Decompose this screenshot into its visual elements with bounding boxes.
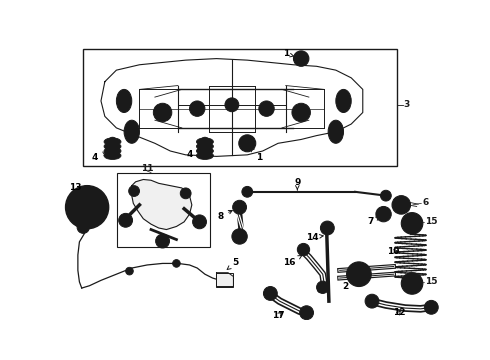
Circle shape — [108, 137, 117, 147]
Circle shape — [88, 195, 93, 200]
Text: 6: 6 — [423, 198, 429, 207]
Circle shape — [119, 213, 132, 227]
Ellipse shape — [104, 138, 121, 145]
Circle shape — [156, 234, 170, 248]
Text: 13: 13 — [69, 184, 85, 197]
Circle shape — [259, 101, 274, 116]
Ellipse shape — [104, 143, 121, 150]
Polygon shape — [132, 180, 192, 230]
Ellipse shape — [124, 120, 140, 143]
Text: 15: 15 — [425, 217, 438, 226]
Circle shape — [77, 221, 89, 233]
Circle shape — [381, 190, 391, 201]
Ellipse shape — [104, 152, 121, 159]
Circle shape — [407, 218, 417, 229]
Circle shape — [365, 294, 379, 308]
Circle shape — [346, 262, 371, 287]
Circle shape — [88, 215, 93, 219]
Bar — [217, 273, 233, 287]
Circle shape — [264, 287, 277, 300]
Circle shape — [153, 103, 172, 122]
Circle shape — [242, 186, 253, 197]
Circle shape — [190, 101, 205, 116]
Circle shape — [401, 273, 423, 294]
Circle shape — [239, 135, 256, 152]
Text: 11: 11 — [141, 164, 153, 173]
Text: 10: 10 — [388, 247, 400, 256]
Circle shape — [66, 186, 109, 229]
Ellipse shape — [104, 147, 121, 155]
Circle shape — [233, 200, 246, 214]
Ellipse shape — [336, 89, 351, 112]
Text: 1: 1 — [283, 49, 294, 58]
Circle shape — [292, 103, 311, 122]
Ellipse shape — [117, 89, 132, 112]
Ellipse shape — [196, 138, 213, 145]
Ellipse shape — [196, 147, 213, 155]
Ellipse shape — [196, 152, 213, 159]
Circle shape — [317, 281, 329, 293]
Text: 12: 12 — [392, 308, 405, 317]
Text: 14: 14 — [306, 233, 323, 242]
Ellipse shape — [328, 120, 343, 143]
Circle shape — [180, 188, 191, 199]
Bar — [117, 172, 210, 247]
Circle shape — [300, 306, 314, 320]
Circle shape — [129, 186, 140, 197]
Circle shape — [95, 205, 99, 210]
Circle shape — [172, 260, 180, 267]
Circle shape — [193, 215, 206, 229]
Circle shape — [200, 137, 210, 147]
Circle shape — [407, 278, 417, 289]
Ellipse shape — [196, 143, 213, 150]
Circle shape — [353, 268, 365, 280]
Circle shape — [320, 221, 334, 235]
Text: 17: 17 — [272, 311, 284, 320]
Text: 15: 15 — [425, 278, 438, 287]
Text: 3: 3 — [404, 100, 410, 109]
Text: 8: 8 — [217, 211, 232, 221]
Circle shape — [77, 211, 81, 215]
Circle shape — [376, 206, 391, 222]
Text: 4: 4 — [186, 150, 201, 159]
Text: 1: 1 — [250, 148, 262, 162]
Circle shape — [424, 300, 438, 314]
Circle shape — [401, 213, 423, 234]
Circle shape — [77, 199, 81, 204]
Text: 4: 4 — [92, 152, 107, 162]
Text: 9: 9 — [294, 178, 300, 190]
Circle shape — [297, 243, 310, 256]
Text: 16: 16 — [283, 256, 302, 267]
Circle shape — [80, 200, 94, 214]
Text: 5: 5 — [227, 258, 239, 270]
Circle shape — [125, 267, 133, 275]
Text: 2: 2 — [342, 277, 351, 291]
Circle shape — [232, 229, 247, 244]
Bar — [83, 49, 397, 166]
Circle shape — [392, 195, 411, 214]
Circle shape — [294, 51, 309, 66]
Circle shape — [225, 98, 239, 112]
Text: 7: 7 — [368, 217, 380, 226]
